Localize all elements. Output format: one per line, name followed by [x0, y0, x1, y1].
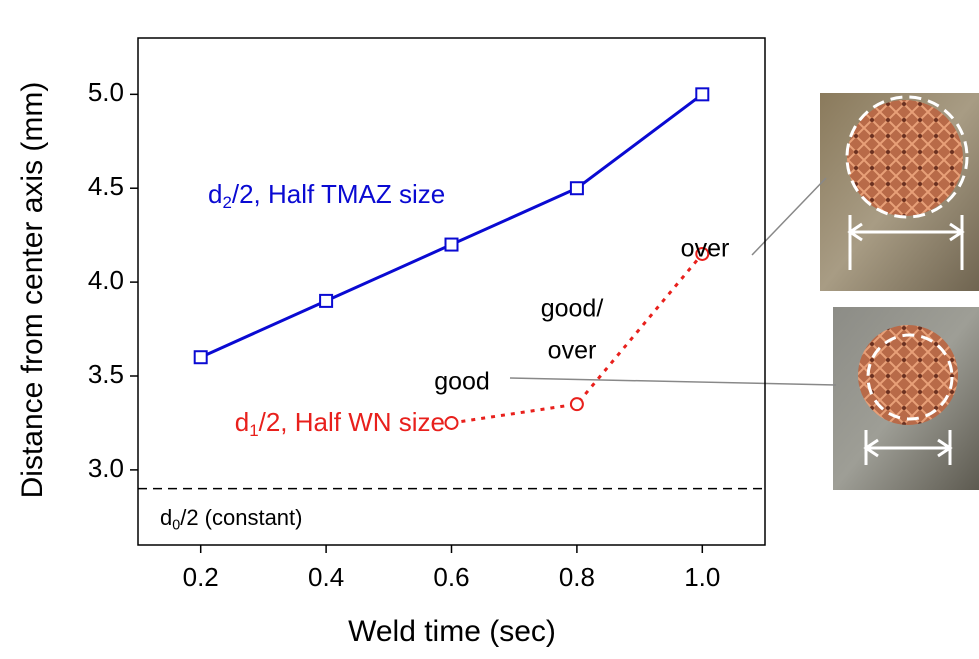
x-tick-label: 0.6: [433, 562, 469, 592]
marker: [444, 237, 459, 252]
annotation: over: [548, 337, 597, 365]
label-part: d: [235, 407, 249, 437]
series-line: [451, 252, 704, 425]
x-axis-title: Weld time (sec): [348, 615, 556, 648]
label-part: d: [208, 179, 222, 209]
annotation: good: [434, 368, 490, 396]
label-subscript: 2: [222, 193, 231, 212]
marker: [695, 246, 710, 261]
series-line: [200, 93, 704, 359]
label-part: /2, Half TMAZ size: [232, 179, 445, 209]
marker: [444, 415, 459, 430]
y-tick-label: 4.5: [88, 171, 124, 201]
label-subscript: 1: [249, 421, 258, 440]
y-tick-label: 4.0: [88, 265, 124, 295]
x-tick-label: 0.4: [308, 562, 344, 592]
marker: [193, 350, 208, 365]
x-tick-label: 0.8: [559, 562, 595, 592]
label-part: d: [160, 505, 172, 530]
series-label: d1/2, Half WN size: [235, 407, 445, 440]
marker: [569, 397, 584, 412]
leader-line: [509, 377, 837, 386]
reference-label: d0/2 (constant): [160, 505, 302, 534]
series-label: d2/2, Half TMAZ size: [208, 179, 445, 212]
label-subscript: 0: [172, 517, 180, 533]
label-part: /2 (constant): [180, 505, 302, 530]
marker: [569, 181, 584, 196]
x-tick-label: 1.0: [684, 562, 720, 592]
x-tick-label: 0.2: [183, 562, 219, 592]
label-part: /2, Half WN size: [259, 407, 445, 437]
leader-line: [751, 177, 827, 256]
annotation: over: [681, 235, 730, 263]
marker: [319, 293, 334, 308]
y-tick-label: 3.5: [88, 359, 124, 389]
y-axis-title: Distance from center axis (mm): [16, 82, 49, 499]
annotation: good/: [541, 295, 604, 323]
marker: [695, 87, 710, 102]
photo-good: [833, 307, 979, 490]
photo-over: [820, 93, 979, 291]
y-tick-label: 3.0: [88, 453, 124, 483]
y-tick-label: 5.0: [88, 77, 124, 107]
